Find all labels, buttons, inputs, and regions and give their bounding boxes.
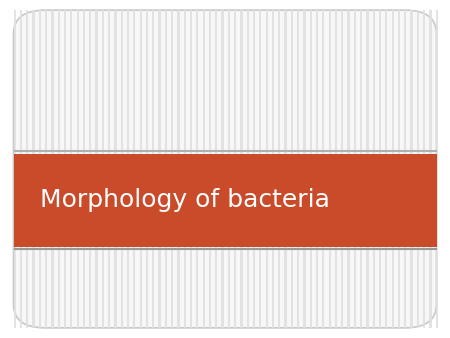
Bar bbox=[316, 10, 318, 328]
Bar bbox=[14, 10, 16, 328]
Bar bbox=[240, 10, 243, 328]
Bar bbox=[284, 10, 287, 328]
Bar bbox=[266, 10, 268, 328]
Bar bbox=[177, 10, 180, 328]
Bar bbox=[158, 10, 161, 328]
Bar bbox=[392, 10, 394, 328]
Bar bbox=[64, 10, 66, 328]
Bar bbox=[51, 10, 54, 328]
Bar bbox=[341, 10, 343, 328]
Bar bbox=[121, 10, 123, 328]
Bar bbox=[228, 10, 230, 328]
Bar bbox=[140, 10, 142, 328]
Bar bbox=[417, 10, 419, 328]
Bar bbox=[133, 10, 135, 328]
Bar bbox=[45, 10, 47, 328]
Bar bbox=[259, 10, 261, 328]
Bar bbox=[366, 10, 369, 328]
Bar bbox=[328, 10, 331, 328]
Bar bbox=[354, 10, 356, 328]
Bar bbox=[39, 10, 41, 328]
Bar bbox=[146, 10, 148, 328]
Bar bbox=[234, 10, 236, 328]
Bar bbox=[196, 10, 198, 328]
Bar bbox=[165, 10, 167, 328]
Bar bbox=[335, 10, 337, 328]
Bar bbox=[303, 10, 306, 328]
Bar bbox=[127, 10, 129, 328]
Bar bbox=[20, 10, 22, 328]
Bar bbox=[310, 10, 312, 328]
Bar bbox=[171, 10, 173, 328]
Bar bbox=[404, 10, 406, 328]
Bar bbox=[429, 10, 432, 328]
Bar bbox=[215, 10, 217, 328]
Bar bbox=[58, 10, 60, 328]
Bar bbox=[253, 10, 255, 328]
Bar bbox=[272, 10, 274, 328]
Bar bbox=[76, 10, 79, 328]
Bar bbox=[26, 10, 28, 328]
Bar bbox=[278, 10, 280, 328]
Bar bbox=[114, 10, 117, 328]
Bar bbox=[398, 10, 400, 328]
Bar bbox=[102, 10, 104, 328]
Bar bbox=[423, 10, 425, 328]
Bar bbox=[209, 10, 211, 328]
Bar bbox=[379, 10, 381, 328]
Bar bbox=[83, 10, 85, 328]
Bar bbox=[297, 10, 299, 328]
Bar bbox=[247, 10, 249, 328]
Text: Morphology of bacteria: Morphology of bacteria bbox=[40, 188, 330, 212]
Bar bbox=[32, 10, 35, 328]
Bar bbox=[436, 10, 438, 328]
Bar bbox=[108, 10, 110, 328]
FancyBboxPatch shape bbox=[14, 10, 436, 328]
Bar bbox=[410, 10, 413, 328]
Bar bbox=[360, 10, 362, 328]
Bar bbox=[373, 10, 375, 328]
Bar bbox=[385, 10, 387, 328]
Bar bbox=[221, 10, 224, 328]
Bar bbox=[184, 10, 186, 328]
Bar bbox=[95, 10, 98, 328]
Bar bbox=[322, 10, 324, 328]
Bar bbox=[152, 10, 154, 328]
Bar bbox=[89, 10, 91, 328]
Bar bbox=[190, 10, 192, 328]
Bar bbox=[291, 10, 293, 328]
Bar bbox=[14, 154, 436, 247]
Bar bbox=[347, 10, 350, 328]
Bar bbox=[202, 10, 205, 328]
Bar bbox=[70, 10, 72, 328]
